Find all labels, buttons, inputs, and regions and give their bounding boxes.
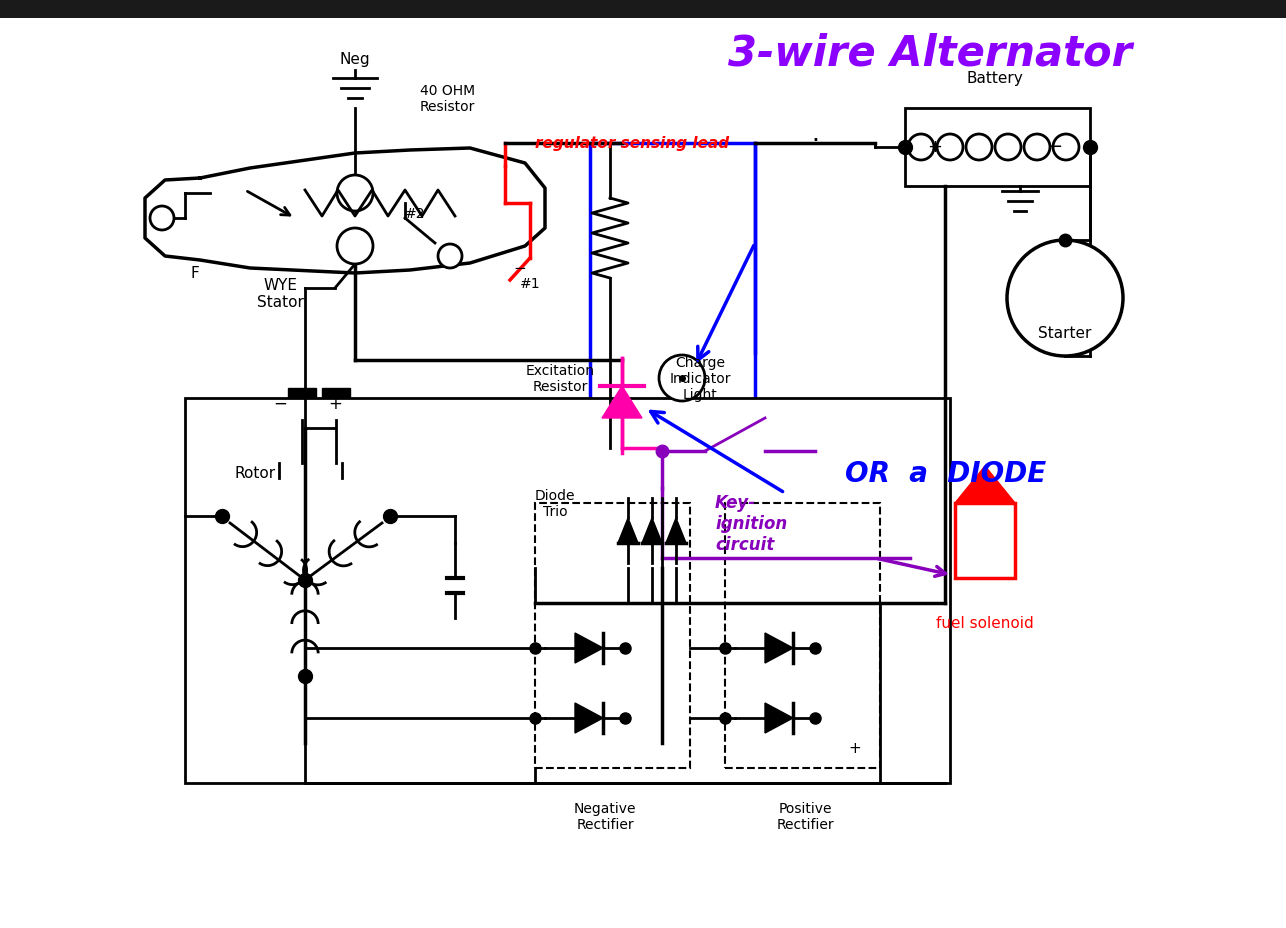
- Bar: [590, 144, 755, 448]
- Text: −: −: [1047, 138, 1062, 156]
- Text: Key-
ignition
circuit: Key- ignition circuit: [715, 494, 787, 553]
- Circle shape: [150, 207, 174, 231]
- Text: Excitation
Resistor: Excitation Resistor: [526, 364, 594, 393]
- Polygon shape: [765, 633, 793, 664]
- Polygon shape: [575, 703, 603, 733]
- Text: fuel solenoid: fuel solenoid: [936, 616, 1034, 631]
- Text: F: F: [190, 266, 199, 281]
- Text: Charge
Indicator
Light: Charge Indicator Light: [669, 355, 730, 402]
- Circle shape: [337, 229, 373, 264]
- Circle shape: [1024, 135, 1049, 161]
- Text: #2: #2: [405, 207, 426, 221]
- Circle shape: [1007, 240, 1123, 356]
- Text: Rotor: Rotor: [234, 466, 275, 481]
- Text: Positive
Rectifier: Positive Rectifier: [777, 801, 833, 831]
- Text: Diode
Trio: Diode Trio: [535, 488, 575, 519]
- Text: +: +: [927, 138, 943, 156]
- Polygon shape: [619, 519, 638, 544]
- Bar: [185, 398, 950, 783]
- Text: −: −: [513, 261, 526, 277]
- Circle shape: [966, 135, 992, 161]
- Text: +: +: [849, 741, 862, 755]
- Text: .: .: [811, 122, 819, 146]
- Polygon shape: [955, 467, 1015, 504]
- Polygon shape: [765, 703, 793, 733]
- Circle shape: [658, 355, 705, 402]
- Text: −: −: [273, 394, 287, 413]
- Bar: [0, 0, 1286, 19]
- Text: OR  a  DIODE: OR a DIODE: [845, 459, 1047, 487]
- Polygon shape: [642, 519, 662, 544]
- Circle shape: [937, 135, 963, 161]
- Text: regulator sensing lead: regulator sensing lead: [535, 136, 729, 151]
- Text: Negative
Rectifier: Negative Rectifier: [574, 801, 637, 831]
- Text: WYE
Stator: WYE Stator: [257, 277, 303, 310]
- Text: 40 OHM
Resistor: 40 OHM Resistor: [421, 84, 476, 114]
- Text: 3-wire Alternator: 3-wire Alternator: [728, 33, 1132, 75]
- Bar: [955, 504, 1015, 578]
- Bar: [288, 389, 316, 420]
- Circle shape: [337, 175, 373, 212]
- Text: +: +: [328, 394, 342, 413]
- Bar: [725, 504, 880, 768]
- Polygon shape: [666, 519, 685, 544]
- Text: #1: #1: [520, 277, 540, 290]
- Bar: [535, 504, 691, 768]
- Circle shape: [995, 135, 1021, 161]
- Text: Starter: Starter: [1038, 326, 1092, 342]
- Text: Battery: Battery: [967, 71, 1024, 86]
- Polygon shape: [575, 633, 603, 664]
- Circle shape: [439, 245, 462, 269]
- Bar: [905, 109, 1091, 187]
- Bar: [610, 494, 694, 568]
- Circle shape: [908, 135, 934, 161]
- Bar: [322, 389, 350, 420]
- Text: Neg: Neg: [340, 52, 370, 67]
- Polygon shape: [602, 387, 642, 419]
- Circle shape: [1053, 135, 1079, 161]
